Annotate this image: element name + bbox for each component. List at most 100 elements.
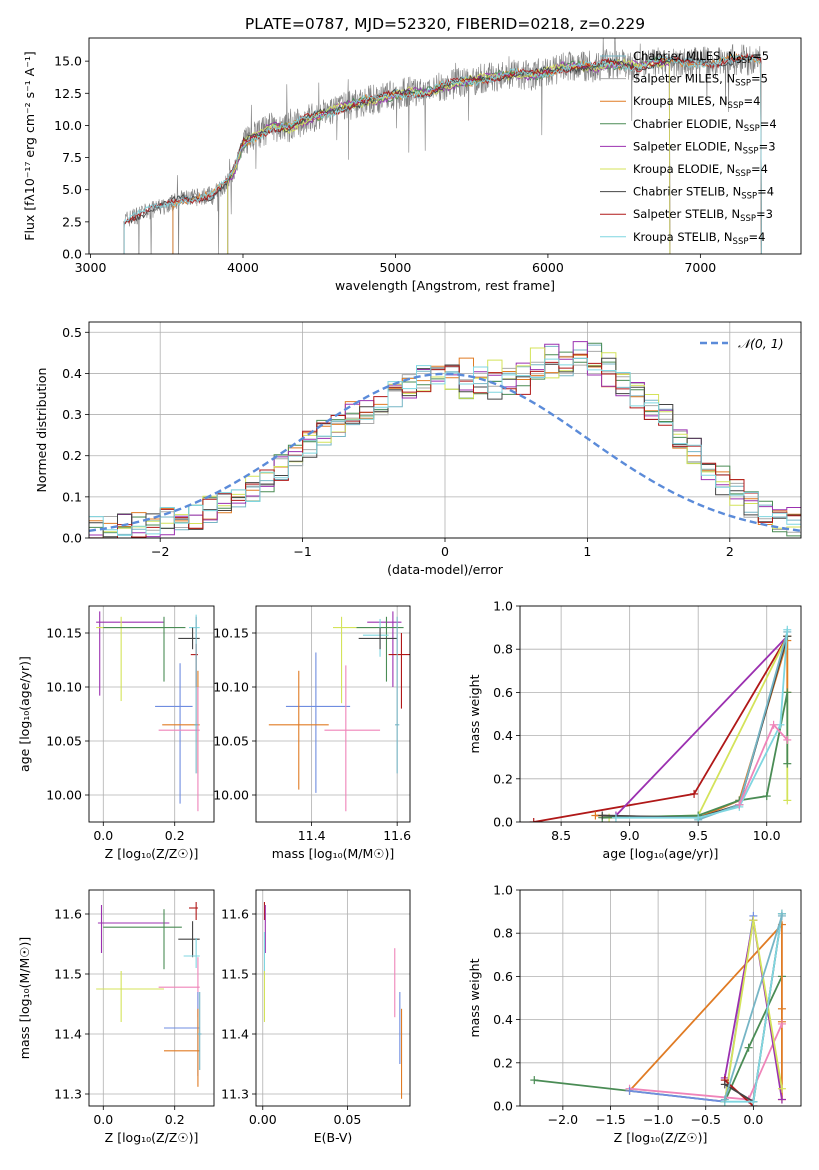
legend-tail: =3 bbox=[759, 139, 776, 153]
legend-name: Salpeter STELIB, N bbox=[633, 207, 740, 221]
errorbar-point-2 bbox=[96, 971, 164, 1022]
y-tick-label: 2.5 bbox=[62, 214, 82, 229]
legend-label: Chabrier ELODIE, NSSP=4 bbox=[633, 117, 777, 134]
y-axis-label: mass weight bbox=[467, 958, 482, 1037]
axes-frame bbox=[88, 889, 215, 1107]
axes-frame bbox=[519, 605, 802, 823]
x-tick-label: 5000 bbox=[380, 260, 412, 275]
series-marker bbox=[777, 1084, 786, 1093]
x-tick-label: 8.5 bbox=[551, 828, 571, 843]
legend-tail: =5 bbox=[752, 49, 769, 63]
y-tick-label: 11.4 bbox=[54, 1027, 82, 1042]
errorbar-point-2 bbox=[103, 616, 186, 682]
grid bbox=[89, 606, 214, 822]
plot-area bbox=[529, 625, 792, 822]
plot-area bbox=[89, 341, 801, 538]
x-tick-label: 2 bbox=[726, 544, 734, 559]
chart-mass-vs-Z: 0.0 0.2 11.3 11.4 11.5 11.6 Z [log₁₀(Z/Z☉)] mas… bbox=[17, 889, 215, 1145]
y-tick-label: 10.0 bbox=[54, 118, 82, 133]
errorbar-point-1 bbox=[96, 616, 164, 702]
series-marker bbox=[598, 811, 607, 820]
legend-tail: =5 bbox=[751, 72, 768, 86]
legend-name: Kroupa ELODIE, N bbox=[633, 162, 735, 176]
legend-tail: =4 bbox=[743, 94, 760, 108]
x-axis-label: age [log₁₀(age/yr)] bbox=[603, 846, 719, 861]
x-axis-label: wavelength [Angstrom, rest frame] bbox=[335, 278, 555, 293]
legend-label: Kroupa STELIB, NSSP=4 bbox=[633, 230, 765, 247]
x-tick-label: 9.0 bbox=[620, 828, 640, 843]
model-line-6 bbox=[123, 55, 762, 254]
legend-label: Chabrier MILES, NSSP=5 bbox=[633, 49, 769, 66]
plot-area bbox=[123, 38, 762, 254]
series-marker bbox=[735, 800, 744, 809]
series-line-1 bbox=[615, 635, 788, 817]
x-tick-label: −1.0 bbox=[643, 1112, 673, 1127]
grid bbox=[520, 605, 801, 823]
grid bbox=[89, 890, 214, 1106]
series-marker bbox=[777, 911, 786, 920]
chart-weight-vs-Z: −2.0 −1.5 −1.0 −0.5 0.0 0.0 0.2 0.4 0.6 0.8 1.0 Z [… bbox=[467, 883, 802, 1145]
y-tick-label: 11.4 bbox=[221, 1027, 249, 1042]
errorbar-point-7 bbox=[268, 670, 329, 790]
series-marker bbox=[762, 792, 771, 801]
model-line-2 bbox=[172, 53, 762, 254]
y-tick-label: 0.4 bbox=[493, 1012, 513, 1027]
errorbar-point-6 bbox=[155, 663, 193, 804]
series-marker bbox=[783, 796, 792, 805]
y-tick-label: 1.0 bbox=[493, 883, 513, 898]
x-tick-label: −0.5 bbox=[691, 1112, 721, 1127]
histogram-2 bbox=[89, 354, 801, 529]
legend-sub: SSP bbox=[744, 124, 760, 134]
errorbar-point-5 bbox=[183, 938, 200, 968]
axes-frame bbox=[88, 37, 802, 255]
y-tick-label: 10.05 bbox=[46, 734, 82, 749]
y-tick-label: 0.0 bbox=[62, 531, 82, 546]
legend-name: Kroupa STELIB, N bbox=[633, 230, 733, 244]
plot-area bbox=[96, 611, 200, 812]
legend-sub: SSP bbox=[728, 101, 744, 111]
model-line-3 bbox=[227, 56, 671, 254]
errorbar-point-3 bbox=[189, 902, 198, 920]
plot-area bbox=[268, 611, 410, 812]
plot-area bbox=[96, 902, 202, 1087]
y-tick-label: 10.15 bbox=[213, 626, 249, 641]
y-tick-label: 0.2 bbox=[62, 448, 82, 463]
series-marker bbox=[744, 1043, 753, 1052]
errorbar-point-6 bbox=[158, 957, 200, 1018]
legend-tail: =4 bbox=[757, 185, 774, 199]
model-line-8 bbox=[123, 53, 762, 254]
errorbar-point-5 bbox=[190, 643, 198, 687]
legend-tail: =4 bbox=[751, 162, 768, 176]
x-tick-label: 0.00 bbox=[249, 1112, 277, 1127]
series-marker bbox=[777, 1019, 786, 1028]
x-tick-label: 10.0 bbox=[753, 828, 781, 843]
histogram-8 bbox=[89, 357, 801, 536]
legend-label: 𝒩(0, 1) bbox=[738, 336, 784, 351]
series-marker bbox=[690, 789, 699, 798]
errorbar-point-3 bbox=[189, 614, 200, 639]
x-tick-label: −1 bbox=[293, 544, 311, 559]
x-axis-label: mass [log₁₀(M/M☉)] bbox=[272, 846, 394, 861]
errorbar-point-9 bbox=[395, 616, 400, 774]
plot-area bbox=[263, 902, 403, 1099]
series-marker bbox=[783, 735, 792, 744]
legend: 𝒩(0, 1) bbox=[700, 336, 784, 351]
y-tick-label: 0.0 bbox=[493, 815, 513, 830]
normal-curve bbox=[89, 372, 801, 532]
errorbar-point-9 bbox=[194, 616, 198, 774]
errorbar-point-0 bbox=[96, 611, 164, 696]
series-marker bbox=[769, 720, 778, 729]
series-line-3 bbox=[629, 915, 755, 1103]
legend-name: Chabrier ELODIE, N bbox=[633, 117, 744, 131]
y-axis-label: Flux [fλ10⁻¹⁷ erg cm⁻² s⁻¹ A⁻¹] bbox=[22, 51, 37, 240]
y-tick-label: 11.5 bbox=[221, 967, 249, 982]
y-tick-label: 10.15 bbox=[46, 626, 82, 641]
x-tick-label: 6000 bbox=[532, 260, 564, 275]
x-axis-label: Z [log₁₀(Z/Z☉)] bbox=[105, 846, 199, 861]
y-tick-label: 0.0 bbox=[493, 1099, 513, 1114]
series-marker bbox=[777, 1004, 786, 1013]
errorbar-point-7 bbox=[162, 670, 200, 774]
y-tick-label: 0.6 bbox=[493, 969, 513, 984]
x-tick-label: −1.5 bbox=[595, 1112, 625, 1127]
